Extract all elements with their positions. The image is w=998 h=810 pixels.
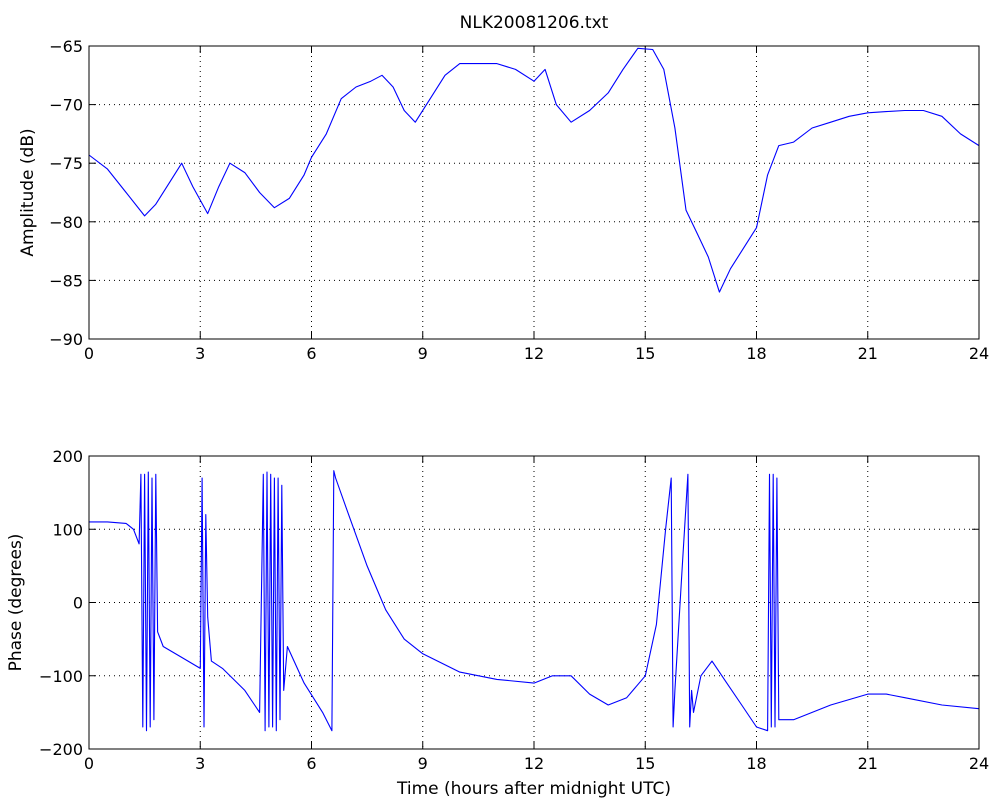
- phase-y-tick-label: −100: [39, 667, 83, 686]
- amp-x-tick-label: 0: [84, 344, 94, 363]
- amp-x-tick-label: 24: [969, 344, 989, 363]
- amp-y-tick-label: −70: [49, 96, 83, 115]
- phase-y-tick-label: 0: [73, 594, 83, 613]
- amp-x-tick-label: 12: [524, 344, 544, 363]
- amp-x-tick-label: 21: [858, 344, 878, 363]
- phase-x-axis-label: Time (hours after midnight UTC): [396, 779, 671, 799]
- phase-series-line: [89, 470, 980, 732]
- amp-plot-area: [89, 46, 979, 339]
- amp-x-tick-label: 18: [746, 344, 766, 363]
- phase-y-tick-label: −200: [39, 740, 83, 759]
- amp-y-tick-label: −75: [49, 154, 83, 173]
- chart-title: NLK20081206.txt: [460, 13, 609, 33]
- amp-x-tick-label: 3: [195, 344, 205, 363]
- amp-x-tick-label: 9: [418, 344, 428, 363]
- phase-y-tick-label: 200: [52, 447, 83, 466]
- phase-axes-frame: [88, 455, 980, 750]
- amp-y-tick-label: −90: [49, 330, 83, 349]
- amp-y-tick-label: −85: [49, 271, 83, 290]
- amp-y-tick-label: −65: [49, 37, 83, 56]
- phase-x-tick-label: 15: [635, 754, 655, 773]
- amp-y-tick-label: −80: [49, 213, 83, 232]
- amplitude-y-axis-label: Amplitude (dB): [18, 128, 38, 256]
- phase-x-tick-label: 18: [746, 754, 766, 773]
- amp-series-line: [88, 47, 980, 293]
- phase-y-axis-label: Phase (degrees): [6, 534, 26, 672]
- phase-x-tick-label: 24: [969, 754, 989, 773]
- amplitude-panel: NLK20081206.txt Amplitude (dB) 0 3 6 9 12 15 1…: [18, 13, 989, 363]
- phase-x-tick-label: 21: [858, 754, 878, 773]
- amp-x-tick-label: 15: [635, 344, 655, 363]
- phase-x-tick-label: 9: [418, 754, 428, 773]
- phase-x-tick-label: 3: [195, 754, 205, 773]
- phase-y-tick-label: 100: [52, 520, 83, 539]
- amp-x-tick-label: 6: [306, 344, 316, 363]
- phase-panel: Phase (degrees) Time (hours after midnig…: [6, 447, 989, 799]
- amp-axes-frame: [88, 45, 980, 340]
- phase-x-tick-label: 0: [84, 754, 94, 773]
- phase-x-tick-label: 12: [524, 754, 544, 773]
- phase-x-tick-label: 6: [306, 754, 316, 773]
